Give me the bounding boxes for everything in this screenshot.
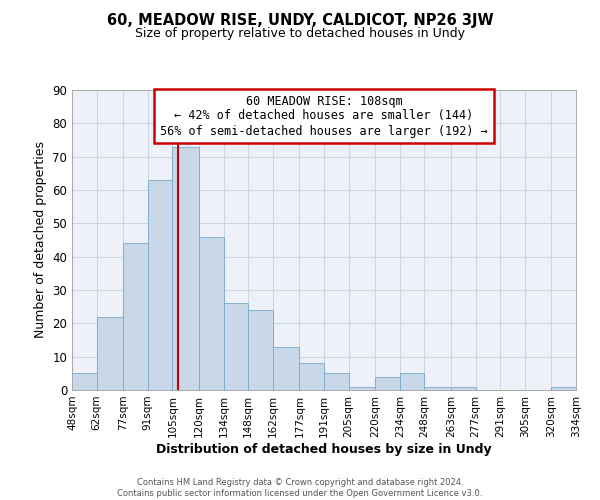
Bar <box>123 244 148 390</box>
Bar <box>299 364 324 390</box>
Bar <box>148 180 172 390</box>
Bar <box>324 374 349 390</box>
Bar <box>97 316 123 390</box>
Bar <box>273 346 299 390</box>
Bar <box>451 386 476 390</box>
Bar <box>375 376 400 390</box>
Text: Contains HM Land Registry data © Crown copyright and database right 2024.
Contai: Contains HM Land Registry data © Crown c… <box>118 478 482 498</box>
Y-axis label: Number of detached properties: Number of detached properties <box>34 142 47 338</box>
Bar <box>72 374 97 390</box>
Bar <box>400 374 424 390</box>
Text: 60 MEADOW RISE: 108sqm
← 42% of detached houses are smaller (144)
56% of semi-de: 60 MEADOW RISE: 108sqm ← 42% of detached… <box>160 94 488 138</box>
Bar <box>248 310 273 390</box>
X-axis label: Distribution of detached houses by size in Undy: Distribution of detached houses by size … <box>156 442 492 456</box>
Text: 60, MEADOW RISE, UNDY, CALDICOT, NP26 3JW: 60, MEADOW RISE, UNDY, CALDICOT, NP26 3J… <box>107 12 493 28</box>
Bar <box>199 236 224 390</box>
Text: Size of property relative to detached houses in Undy: Size of property relative to detached ho… <box>135 28 465 40</box>
Bar <box>224 304 248 390</box>
Bar <box>551 386 576 390</box>
Bar <box>172 146 199 390</box>
Bar <box>349 386 375 390</box>
Bar <box>424 386 451 390</box>
